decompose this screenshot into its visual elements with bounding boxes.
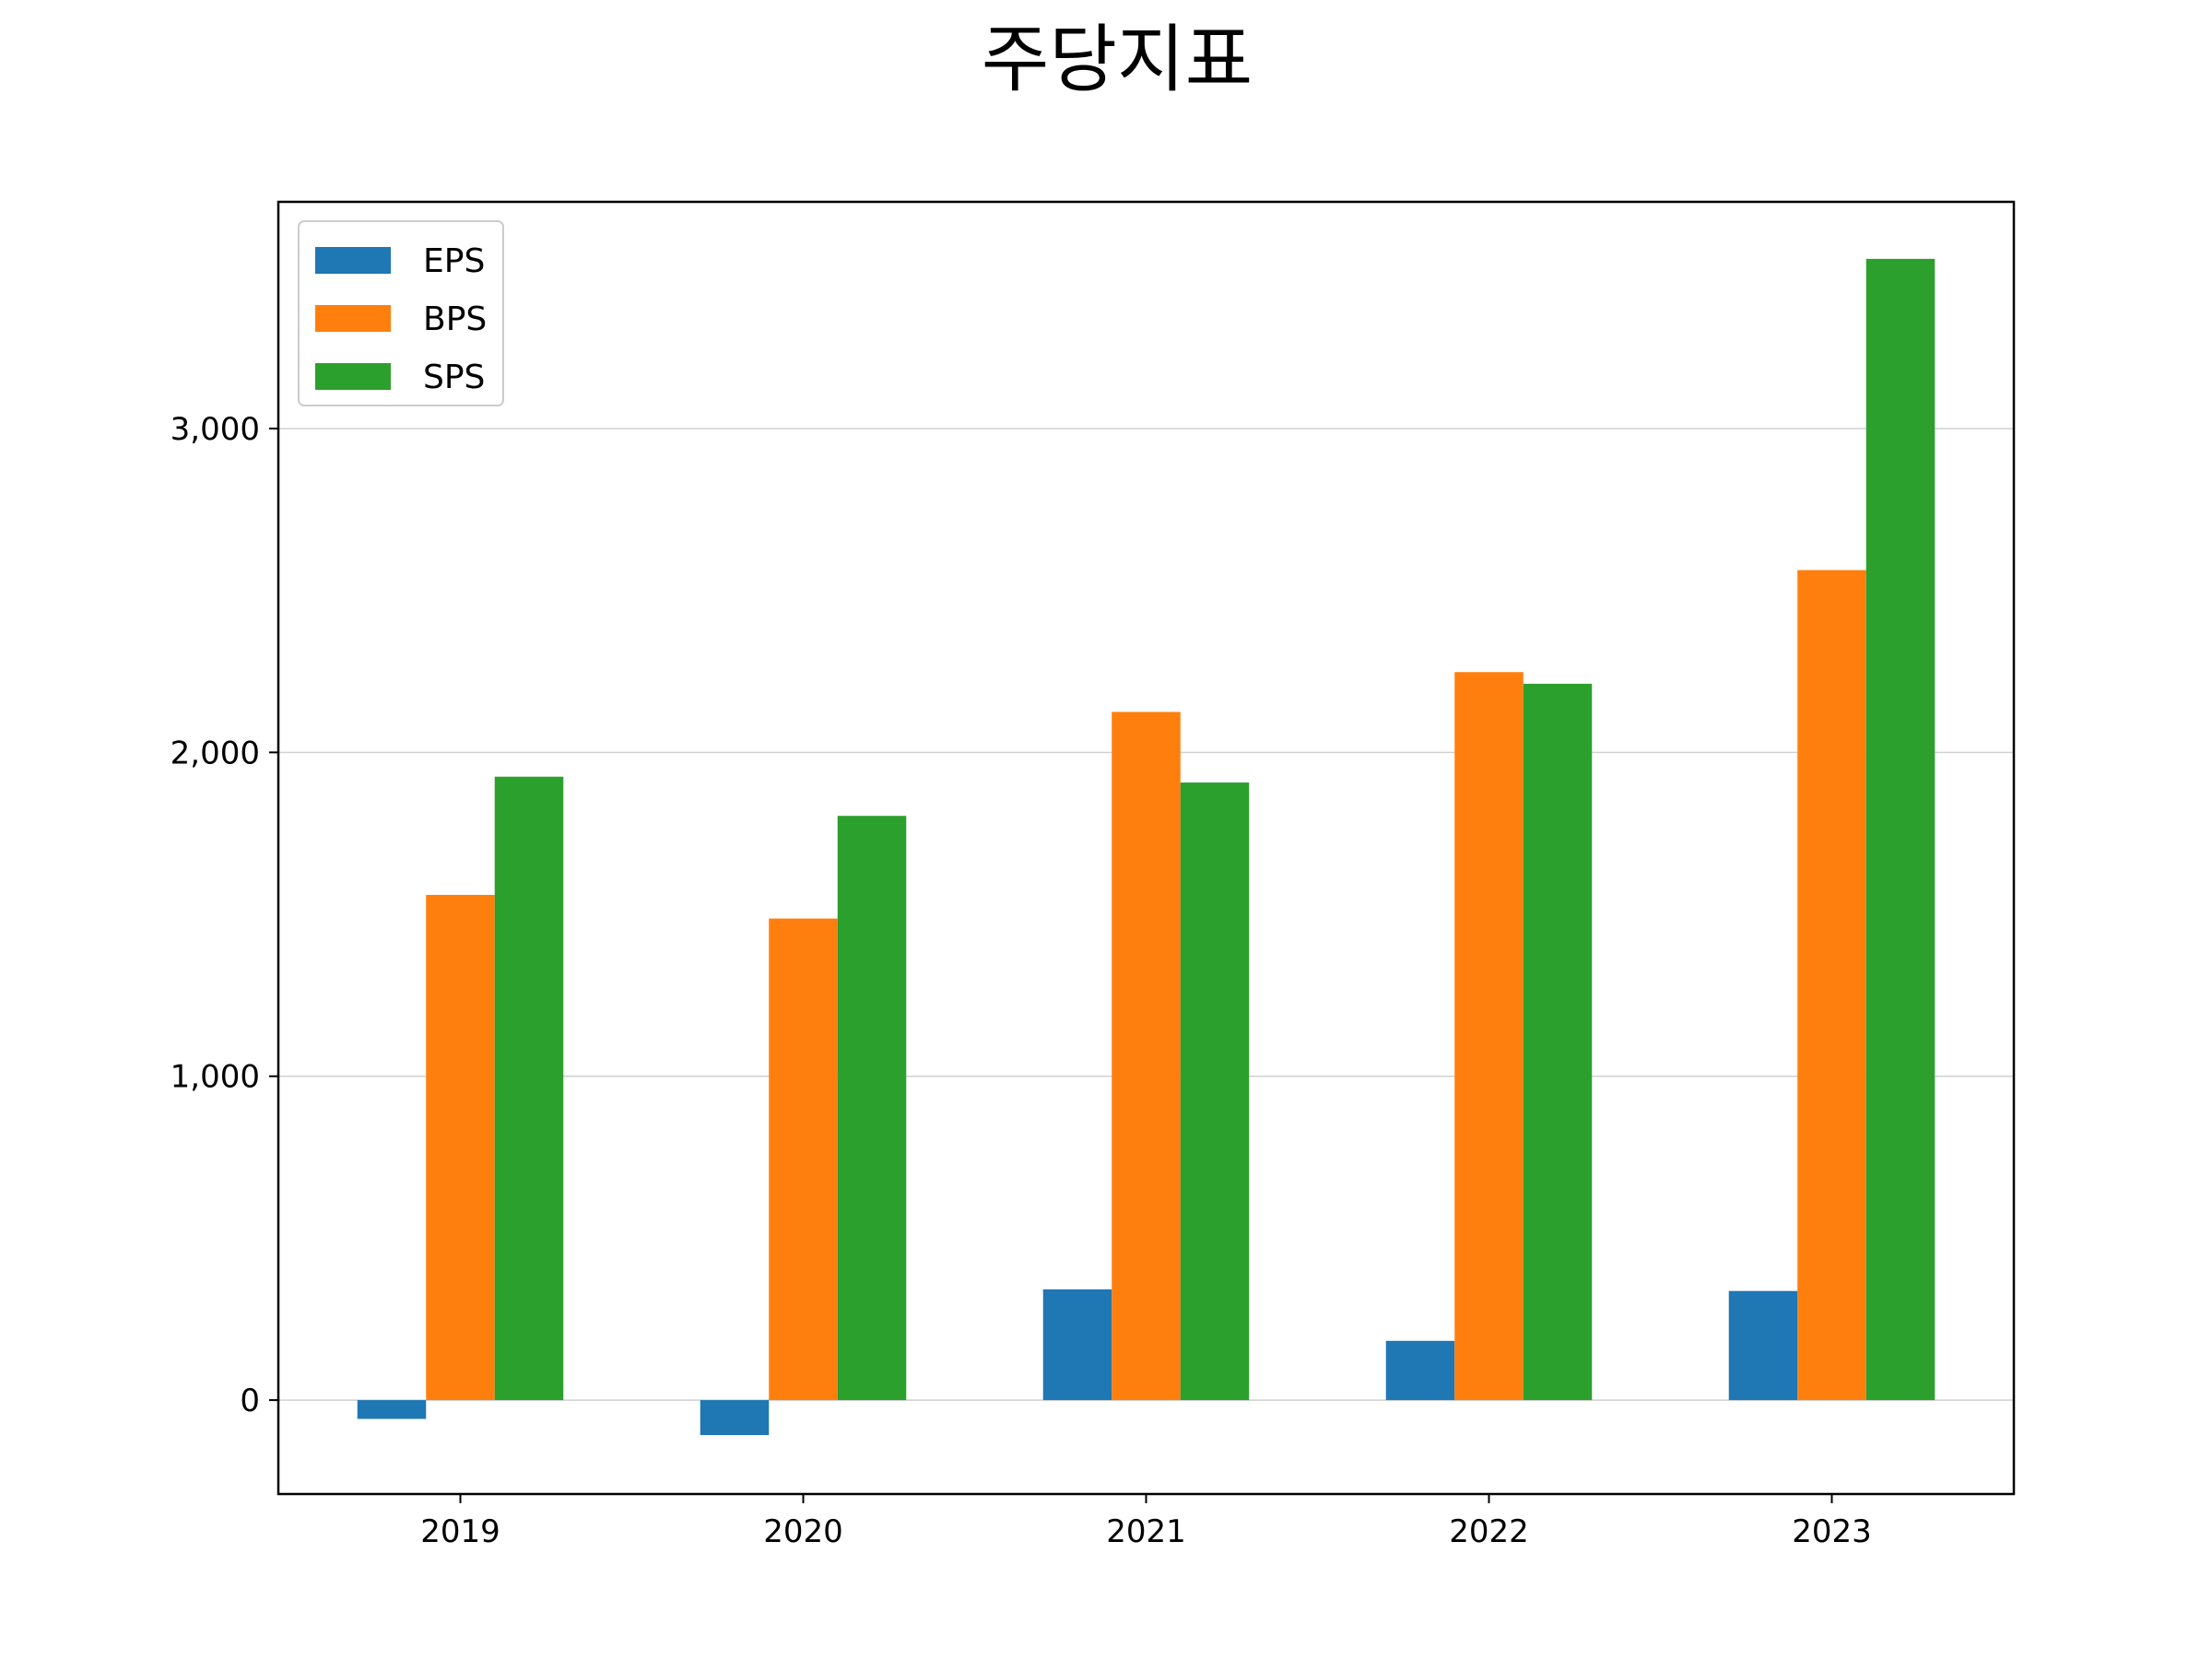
y-axis: 0 1,000 2,000 3,000 <box>171 411 278 1419</box>
y-tick-label: 3,000 <box>171 411 260 448</box>
bar-sps-2022 <box>1523 683 1593 1401</box>
bar-bps-2019 <box>426 894 495 1401</box>
bar-sps-2023 <box>1865 258 1936 1401</box>
bar-bps-2023 <box>1797 570 1866 1401</box>
legend: EPS BPS SPS <box>298 220 504 406</box>
legend-swatch-eps <box>315 247 391 274</box>
legend-label-bps: BPS <box>423 300 487 338</box>
chart-title: 주당지표 <box>982 17 1253 102</box>
bar-eps-2019 <box>357 1400 427 1419</box>
bar-eps-2021 <box>1042 1288 1112 1401</box>
x-tick-label: 2020 <box>763 1513 843 1550</box>
x-tick-label: 2019 <box>420 1513 500 1550</box>
bar-eps-2020 <box>700 1400 770 1436</box>
bar-bps-2020 <box>769 918 838 1401</box>
bars <box>357 258 1936 1436</box>
legend-swatch-sps <box>315 363 391 390</box>
bar-sps-2020 <box>837 816 907 1401</box>
bar-bps-2022 <box>1454 672 1524 1401</box>
y-tick-label: 0 <box>240 1382 260 1419</box>
y-tick-label: 1,000 <box>171 1059 260 1096</box>
x-tick-label: 2023 <box>1792 1513 1872 1550</box>
legend-swatch-bps <box>315 305 391 332</box>
legend-label-eps: EPS <box>423 242 485 280</box>
x-axis: 2019 2020 2021 2022 2023 <box>420 1494 1872 1550</box>
y-tick-label: 2,000 <box>171 735 260 771</box>
legend-label-sps: SPS <box>423 359 485 396</box>
bar-sps-2021 <box>1180 782 1250 1401</box>
x-tick-label: 2021 <box>1106 1513 1186 1550</box>
bar-eps-2023 <box>1728 1290 1798 1401</box>
bar-sps-2019 <box>494 776 564 1401</box>
x-tick-label: 2022 <box>1449 1513 1529 1550</box>
bar-bps-2021 <box>1112 712 1181 1401</box>
bar-eps-2022 <box>1385 1340 1455 1401</box>
